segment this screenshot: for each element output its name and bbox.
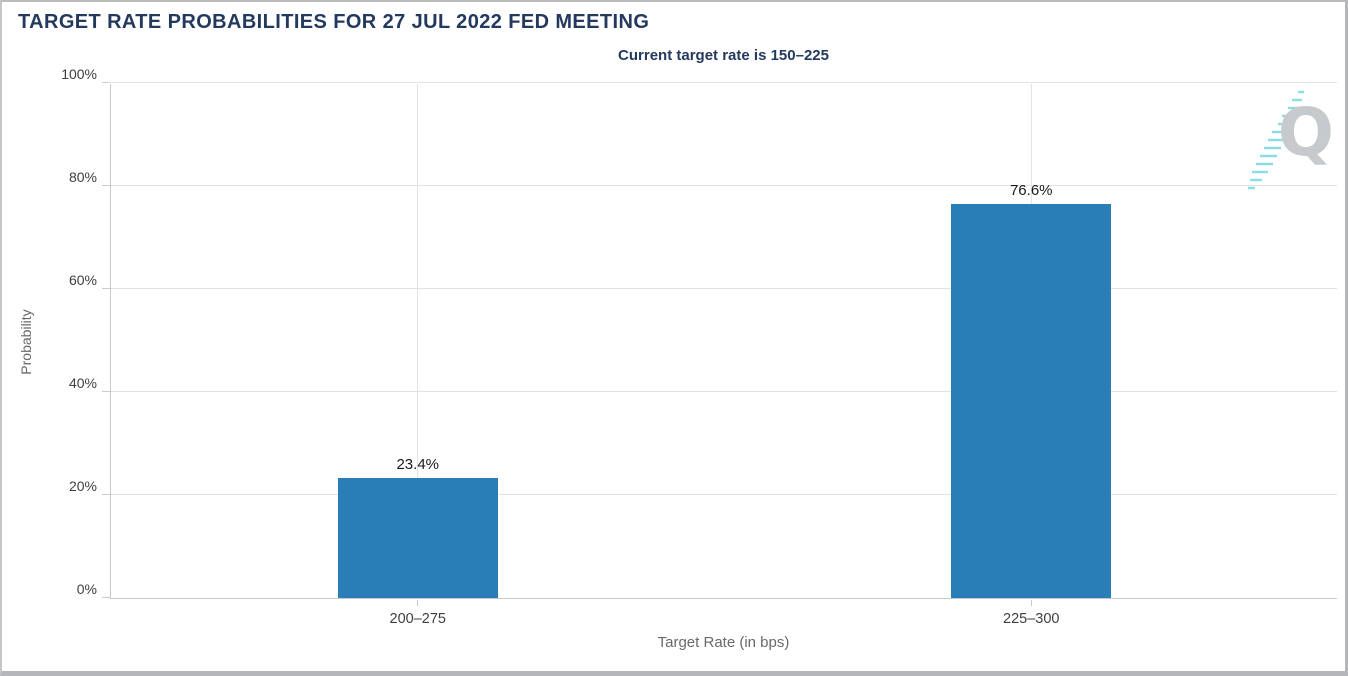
y-tick-label: 20%: [68, 478, 97, 494]
y-tick-label: 60%: [68, 272, 97, 288]
y-tick-label: 80%: [68, 169, 97, 185]
x-axis-title: Target Rate (in bps): [657, 634, 790, 651]
x-axis-tick: [1030, 600, 1032, 606]
x-tick-label: 225–300: [1003, 611, 1060, 627]
y-tick-label: 100%: [61, 66, 97, 82]
gridline-y: [111, 82, 1337, 83]
gridline-y: [111, 288, 1337, 289]
y-axis-title: Probability: [18, 309, 34, 375]
y-tick-label: 40%: [68, 375, 97, 391]
y-axis-tick: [102, 391, 110, 392]
bar-200–275: [337, 477, 498, 598]
x-tick-label: 200–275: [389, 611, 446, 627]
speed-lines-icon: [1248, 90, 1304, 190]
q-logo: Q: [1277, 94, 1334, 171]
bar-value-label: 76.6%: [1009, 181, 1053, 199]
y-tick-label: 0%: [76, 581, 97, 597]
y-axis-tick: [102, 597, 110, 598]
y-axis-tick: [102, 185, 110, 186]
bar-value-label: 23.4%: [396, 455, 440, 473]
logo-watermark: Q: [1242, 86, 1342, 196]
plot-area: 0% 20% 40% 60% 80% 100% 23.4% 200–275 76.6% 225–3…: [61, 66, 1337, 627]
gridline-y: [111, 185, 1337, 186]
bar-225–300: [951, 203, 1112, 598]
y-axis-tick: [102, 288, 110, 289]
page-title: TARGET RATE PROBABILITIES FOR 27 JUL 202…: [18, 11, 650, 33]
gridline-x: [417, 84, 419, 598]
y-axis-tick: [102, 82, 110, 83]
y-axis-tick: [102, 494, 110, 495]
chart-subtitle: Current target rate is 150–225: [618, 47, 829, 64]
gridline-y: [111, 494, 1337, 495]
gridline-y: [111, 391, 1337, 392]
x-axis-tick: [417, 600, 419, 606]
